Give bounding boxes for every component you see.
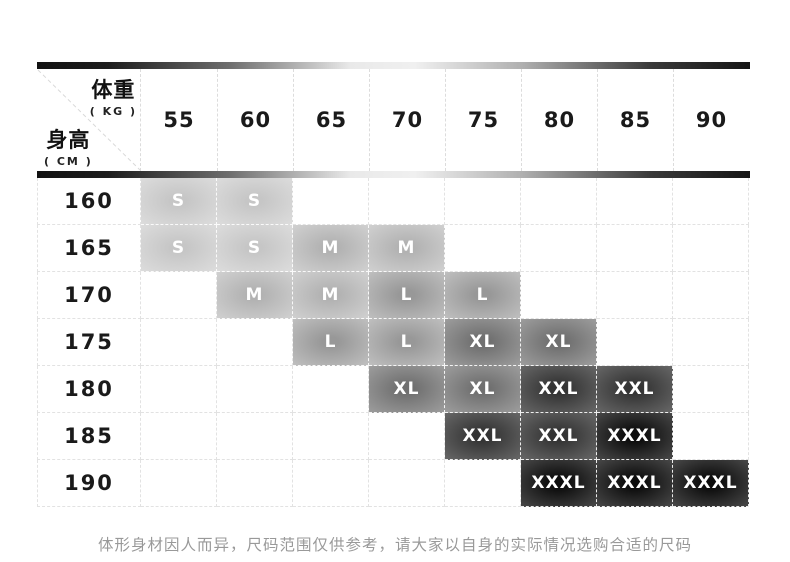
height-axis-label: 身高 <box>46 128 91 152</box>
empty-cell <box>217 413 293 460</box>
size-cell-170-70: L <box>369 272 445 319</box>
empty-cell <box>369 178 445 225</box>
size-grid: 160 S S 165 S S M M 170 M M L L 175 L L XL XL 180 XL XL XXL XX… <box>37 178 750 507</box>
size-cell-185-85: XXXL <box>597 413 673 460</box>
size-cell-165-70: M <box>369 225 445 272</box>
top-gradient-bar <box>37 62 750 69</box>
empty-cell <box>521 225 597 272</box>
size-cell-180-70: XL <box>369 366 445 413</box>
size-cell-170-65: M <box>293 272 369 319</box>
empty-cell <box>521 272 597 319</box>
size-cell-175-80: XL <box>521 319 597 366</box>
empty-cell <box>293 366 369 413</box>
empty-cell <box>293 460 369 507</box>
size-cell-190-80: XXXL <box>521 460 597 507</box>
size-cell-180-85: XXL <box>597 366 673 413</box>
table-row-160: 160 S S <box>37 178 750 225</box>
header-row: 体重 ( KG ) 身高 ( CM ) 55 60 65 70 75 80 85 90 <box>37 69 750 171</box>
empty-cell <box>369 460 445 507</box>
table-row-170: 170 M M L L <box>37 272 750 319</box>
size-cell-170-75: L <box>445 272 521 319</box>
weight-header-70: 70 <box>369 69 445 171</box>
disclaimer-text: 体形身材因人而异，尺码范围仅供参考，请大家以自身的实际情况选购合适的尺码 <box>97 536 692 554</box>
size-cell-165-65: M <box>293 225 369 272</box>
size-cell-170-60: M <box>217 272 293 319</box>
height-label-165: 165 <box>37 225 141 272</box>
height-label-190: 190 <box>37 460 141 507</box>
size-cell-160-55: S <box>141 178 217 225</box>
weight-header-65: 65 <box>293 69 369 171</box>
weight-header-90: 90 <box>673 69 749 171</box>
weight-header-85: 85 <box>597 69 673 171</box>
empty-cell <box>141 366 217 413</box>
height-label-170: 170 <box>37 272 141 319</box>
weight-header-75: 75 <box>445 69 521 171</box>
size-cell-165-60: S <box>217 225 293 272</box>
empty-cell <box>445 225 521 272</box>
table-row-190: 190 XXXL XXXL XXXL <box>37 460 750 507</box>
table-row-185: 185 XXL XXL XXXL <box>37 413 750 460</box>
size-cell-165-55: S <box>141 225 217 272</box>
empty-cell <box>293 178 369 225</box>
empty-cell <box>141 460 217 507</box>
height-label-160: 160 <box>37 178 141 225</box>
height-axis-unit: ( CM ) <box>44 155 93 168</box>
weight-header-80: 80 <box>521 69 597 171</box>
empty-cell <box>293 413 369 460</box>
empty-cell <box>673 319 749 366</box>
size-cell-175-65: L <box>293 319 369 366</box>
table-row-180: 180 XL XL XXL XXL <box>37 366 750 413</box>
empty-cell <box>673 366 749 413</box>
weight-axis-label: 体重 <box>91 78 136 102</box>
empty-cell <box>141 272 217 319</box>
size-cell-190-85: XXXL <box>597 460 673 507</box>
empty-cell <box>597 225 673 272</box>
diagonal-divider <box>37 69 141 171</box>
mid-gradient-bar <box>37 171 750 178</box>
height-label-175: 175 <box>37 319 141 366</box>
size-cell-160-60: S <box>217 178 293 225</box>
empty-cell <box>141 319 217 366</box>
empty-cell <box>521 178 597 225</box>
empty-cell <box>597 319 673 366</box>
table-row-165: 165 S S M M <box>37 225 750 272</box>
height-label-180: 180 <box>37 366 141 413</box>
weight-header-55: 55 <box>163 108 195 132</box>
size-cell-185-75: XXL <box>445 413 521 460</box>
corner-cell: 体重 ( KG ) 身高 ( CM ) <box>37 69 141 171</box>
weight-axis-title: 体重 ( KG ) <box>90 74 137 118</box>
weight-axis-unit: ( KG ) <box>89 105 137 118</box>
size-cell-175-75: XL <box>445 319 521 366</box>
size-chart-table: 体重 ( KG ) 身高 ( CM ) 55 60 65 70 75 80 85 90 160… <box>37 62 750 507</box>
empty-cell <box>445 460 521 507</box>
weight-header-60: 60 <box>217 69 293 171</box>
empty-cell <box>141 413 217 460</box>
empty-cell <box>369 413 445 460</box>
size-cell-180-80: XXL <box>521 366 597 413</box>
size-cell-180-75: XL <box>445 366 521 413</box>
table-row-175: 175 L L XL XL <box>37 319 750 366</box>
size-cell-175-70: L <box>369 319 445 366</box>
size-cell-185-80: XXL <box>521 413 597 460</box>
empty-cell <box>597 178 673 225</box>
empty-cell <box>445 178 521 225</box>
empty-cell <box>217 319 293 366</box>
size-cell-190-90: XXXL <box>673 460 749 507</box>
empty-cell <box>673 225 749 272</box>
empty-cell <box>673 272 749 319</box>
empty-cell <box>217 366 293 413</box>
empty-cell <box>673 178 749 225</box>
height-label-185: 185 <box>37 413 141 460</box>
empty-cell <box>673 413 749 460</box>
empty-cell <box>217 460 293 507</box>
height-axis-title: 身高 ( CM ) <box>44 124 93 168</box>
empty-cell <box>597 272 673 319</box>
